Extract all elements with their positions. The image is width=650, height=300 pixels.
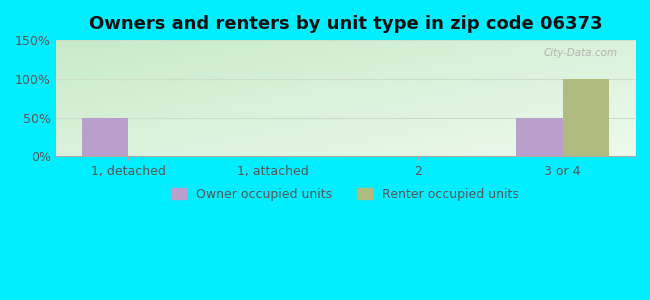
- Bar: [82, 118, 128, 156]
- Legend: Owner occupied units, Renter occupied units: Owner occupied units, Renter occupied un…: [166, 183, 525, 206]
- Text: City-Data.com: City-Data.com: [543, 48, 618, 58]
- Title: Owners and renters by unit type in zip code 06373: Owners and renters by unit type in zip c…: [88, 15, 602, 33]
- Bar: [516, 118, 563, 156]
- Bar: [563, 79, 609, 156]
